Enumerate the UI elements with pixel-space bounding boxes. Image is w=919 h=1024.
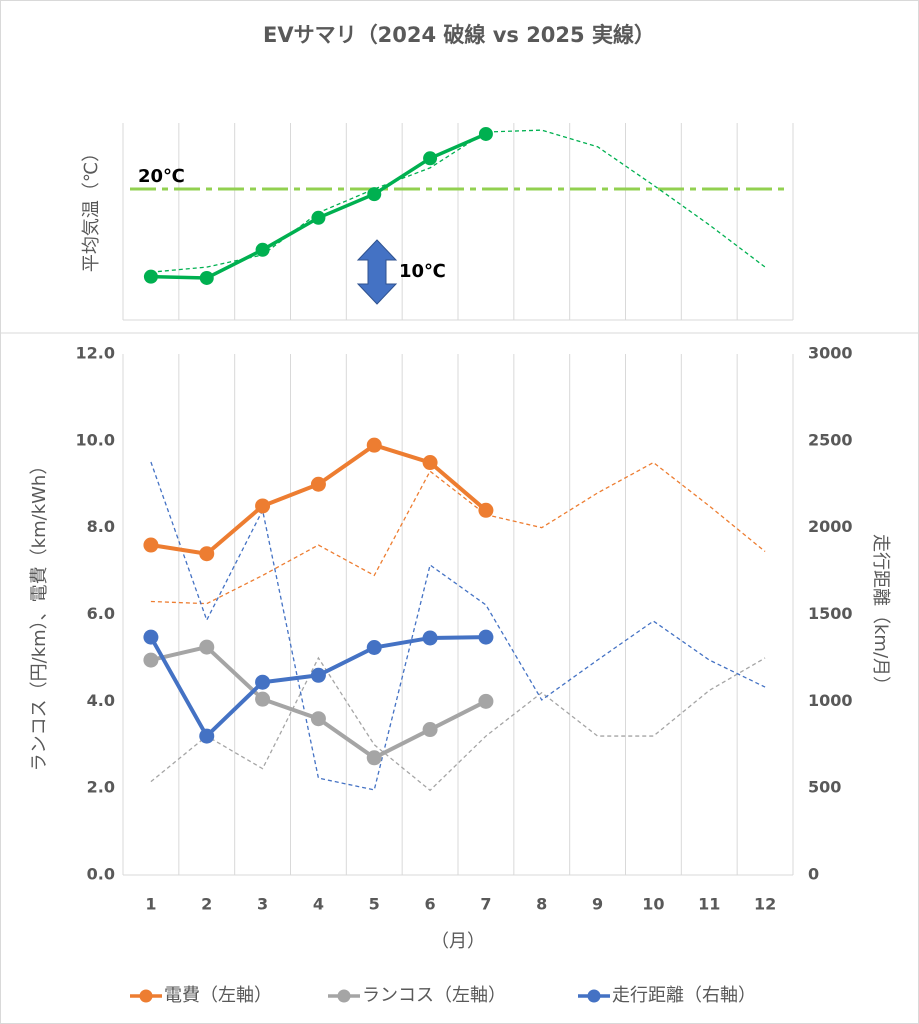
x-tick-label: 5 <box>369 895 380 914</box>
marker <box>478 502 494 518</box>
x-tick-label: 12 <box>754 895 776 914</box>
marker <box>255 691 271 707</box>
x-tick-label: 1 <box>145 895 156 914</box>
marker <box>367 187 382 202</box>
x-tick-label: 6 <box>425 895 436 914</box>
marker <box>310 476 326 492</box>
legend-label: 電費（左軸） <box>164 985 272 1006</box>
y-tick-label: 6.0 <box>87 604 115 623</box>
annotation-arrow <box>356 239 398 305</box>
legend-marker <box>587 989 601 1003</box>
x-axis-label: （月） <box>431 931 485 952</box>
legend-marker <box>337 989 351 1003</box>
y-axis-label: ランコス（円/km）、電費（km/kWh） <box>29 457 50 772</box>
y-tick-label: 8.0 <box>87 517 115 536</box>
marker <box>143 652 159 668</box>
marker <box>422 630 438 646</box>
marker <box>310 711 326 727</box>
y2-axis-label: 走行距離（km/月） <box>870 534 891 694</box>
y-tick-label: 4.0 <box>87 691 115 710</box>
x-tick-label: 4 <box>313 895 324 914</box>
marker <box>422 455 438 471</box>
x-tick-label: 2 <box>201 895 212 914</box>
marker <box>143 629 159 645</box>
y2-tick-label: 2500 <box>808 430 853 449</box>
marker <box>422 722 438 738</box>
x-tick-label: 3 <box>257 895 268 914</box>
marker <box>366 639 382 655</box>
chart-title: EVサマリ（2024 破線 vs 2025 実線） <box>263 23 655 47</box>
legend-label: 走行距離（右軸） <box>612 985 756 1006</box>
y2-tick-label: 2000 <box>808 517 853 536</box>
marker <box>423 151 438 166</box>
y2-tick-label: 3000 <box>808 344 853 363</box>
x-tick-label: 10 <box>642 895 664 914</box>
marker <box>255 242 270 257</box>
marker <box>199 728 215 744</box>
annotation-label: 10℃ <box>399 261 446 282</box>
marker <box>311 210 326 225</box>
marker <box>255 498 271 514</box>
x-tick-label: 9 <box>592 895 603 914</box>
line-previous-year <box>150 129 766 273</box>
legend-label: ランコス（左軸） <box>362 985 506 1006</box>
legend-marker <box>139 989 153 1003</box>
marker <box>478 693 494 709</box>
marker <box>366 437 382 453</box>
y-tick-label: 10.0 <box>76 430 115 449</box>
line-previous-year <box>150 461 766 791</box>
y2-tick-label: 1500 <box>808 604 853 623</box>
reference-label: 20℃ <box>138 166 185 187</box>
marker <box>143 269 158 284</box>
marker <box>478 629 494 645</box>
x-tick-label: 7 <box>480 895 491 914</box>
y2-tick-label: 500 <box>808 778 841 797</box>
x-tick-label: 8 <box>536 895 547 914</box>
line-previous-year <box>150 656 766 792</box>
y-tick-label: 2.0 <box>87 778 115 797</box>
y-axis-label: 平均気温（℃） <box>81 144 102 272</box>
line-previous-year <box>150 461 766 605</box>
y2-tick-label: 1000 <box>808 691 853 710</box>
marker <box>199 270 214 285</box>
marker <box>366 750 382 766</box>
y-tick-label: 0.0 <box>87 865 115 884</box>
marker <box>199 639 215 655</box>
marker <box>478 126 493 141</box>
y2-tick-label: 0 <box>808 865 819 884</box>
marker <box>310 667 326 683</box>
marker <box>143 537 159 553</box>
x-tick-label: 11 <box>698 895 720 914</box>
marker <box>255 674 271 690</box>
marker <box>199 546 215 562</box>
y-tick-label: 12.0 <box>76 344 115 363</box>
